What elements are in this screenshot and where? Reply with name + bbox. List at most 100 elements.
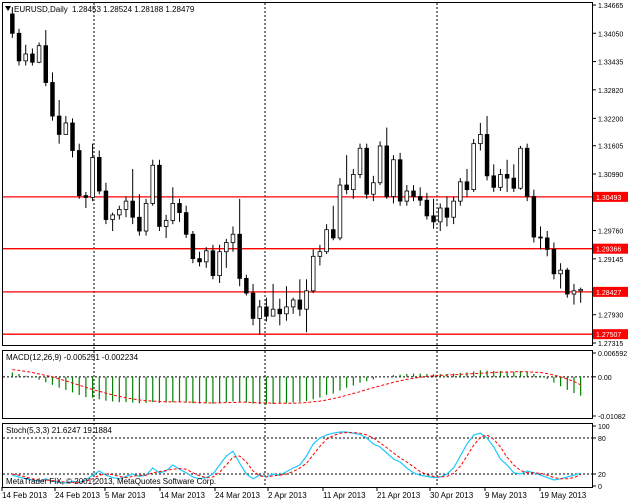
macd-axis: 0.006592 0.00 -0.01082 xyxy=(592,351,627,421)
time-tick-label: 2 Apr 2013 xyxy=(268,491,307,500)
bear-candle xyxy=(524,147,530,197)
time-tick-label: 30 Apr 2013 xyxy=(430,491,474,500)
bull-candle xyxy=(351,174,356,191)
horizontal-levels[interactable]: 1.30493 1.29366 1.28427 1.27507 xyxy=(3,191,628,340)
bull-candle xyxy=(478,134,483,145)
ohlc-label: 1.28453 1.28524 1.28188 1.28479 xyxy=(72,5,195,14)
bear-candle xyxy=(43,45,49,83)
bull-candle xyxy=(438,207,443,223)
bull-candle xyxy=(217,251,222,277)
bear-candle xyxy=(70,122,75,151)
bear-candle xyxy=(103,190,109,220)
bear-candle xyxy=(250,292,256,319)
bear-candle xyxy=(76,150,82,197)
level-price-tag xyxy=(593,191,628,202)
bull-candle xyxy=(230,233,236,243)
bear-candle xyxy=(10,13,15,34)
bear-candle xyxy=(297,299,303,310)
grid-lines xyxy=(3,3,592,487)
bear-candle xyxy=(397,159,403,202)
symbol-label: EURUSD,Daily xyxy=(14,5,68,14)
macd-signal-line xyxy=(12,369,581,404)
price-tick-label: 1.33435 xyxy=(598,60,623,67)
bear-candle xyxy=(431,215,436,223)
bull-candle xyxy=(498,174,503,188)
bear-candle xyxy=(384,145,390,197)
candlestick-series xyxy=(10,7,583,335)
bull-candle xyxy=(90,157,95,198)
bear-candle xyxy=(56,115,62,135)
bear-candle xyxy=(264,306,269,317)
time-tick-label: 24 Feb 2013 xyxy=(55,491,100,500)
time-axis: 14 Feb 2013 24 Feb 2013 5 Mar 2013 14 Mar 2… xyxy=(1,487,587,500)
level-price-tag xyxy=(593,286,628,297)
macd-panel-frame xyxy=(2,350,593,419)
stoch-tick-label: 20 xyxy=(598,472,606,479)
stoch-main-line xyxy=(12,431,581,484)
macd-tick-label: 0.006592 xyxy=(598,351,627,358)
bear-candle xyxy=(411,190,416,197)
price-tick-label: 1.27315 xyxy=(598,341,623,348)
bull-candle xyxy=(458,181,463,202)
price-tick-label: 1.29760 xyxy=(598,229,623,236)
bear-candle xyxy=(444,207,450,218)
level-price-label: 1.29366 xyxy=(596,247,621,254)
level-price-label: 1.28427 xyxy=(596,290,621,297)
chart-symbol-icon xyxy=(5,6,11,11)
bear-candle xyxy=(237,233,242,279)
bull-candle xyxy=(391,159,396,197)
level-price-label: 1.30493 xyxy=(596,195,621,202)
bull-candle xyxy=(558,269,563,275)
time-tick-label: 19 May 2013 xyxy=(540,491,587,500)
bull-candle xyxy=(324,229,329,253)
bear-candle xyxy=(424,199,430,217)
time-tick-label: 21 Apr 2013 xyxy=(377,491,421,500)
stoch-axis: 100 80 20 0 xyxy=(592,424,610,491)
level-price-tag xyxy=(593,243,628,254)
bull-candle xyxy=(257,306,262,319)
bear-candle xyxy=(244,277,249,294)
bear-candle xyxy=(83,195,89,198)
price-tick-label: 1.31605 xyxy=(598,144,623,151)
time-tick-label: 5 Mar 2013 xyxy=(105,491,146,500)
time-tick-label: 9 May 2013 xyxy=(485,491,527,500)
price-tick-label: 1.30990 xyxy=(598,172,623,179)
bear-candle xyxy=(491,175,496,188)
bear-candle xyxy=(551,249,557,275)
level-price-tag xyxy=(593,329,628,340)
bear-candle xyxy=(344,184,349,191)
macd-histogram xyxy=(11,369,582,405)
stoch-tick-label: 0 xyxy=(598,484,602,491)
bear-candle xyxy=(364,147,369,195)
bull-candle xyxy=(23,53,28,62)
copyright-text: MetaTrader FIX, © 2001-2013, MetaQuotes … xyxy=(6,477,216,486)
bull-candle xyxy=(304,290,309,310)
bull-candle xyxy=(578,289,583,292)
bear-candle xyxy=(464,181,470,191)
bear-candle xyxy=(190,233,196,260)
time-tick-label: 24 Mar 2013 xyxy=(215,491,260,500)
price-tick-label: 1.27930 xyxy=(598,313,623,320)
bull-candle xyxy=(203,250,209,263)
bear-candle xyxy=(157,164,162,227)
chart-header: EURUSD,Daily 1.28453 1.28524 1.28188 1.2… xyxy=(5,5,195,14)
bull-candle xyxy=(270,308,276,317)
bear-candle xyxy=(183,212,189,235)
bear-candle xyxy=(130,200,135,218)
bear-candle xyxy=(177,203,182,214)
price-tick-label: 1.34665 xyxy=(598,3,623,10)
bull-candle xyxy=(571,290,577,295)
bear-candle xyxy=(197,258,202,263)
bear-candle xyxy=(16,32,22,62)
bear-candle xyxy=(531,196,537,238)
bull-candle xyxy=(110,214,115,220)
bear-candle xyxy=(50,82,55,117)
bull-candle xyxy=(36,45,42,63)
bear-candle xyxy=(484,134,490,177)
stoch-signal-line xyxy=(12,432,581,483)
price-tick-label: 1.32200 xyxy=(598,116,623,123)
bear-candle xyxy=(544,237,550,250)
bull-candle xyxy=(377,145,383,184)
